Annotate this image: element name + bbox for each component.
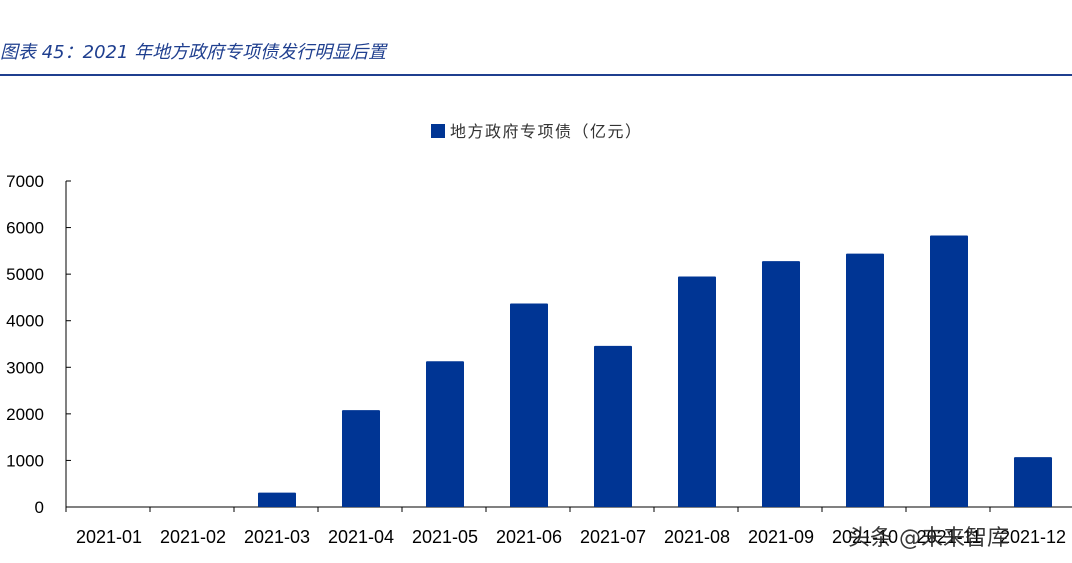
x-tick-label: 2021-10: [832, 527, 898, 547]
x-tick-label: 2021-07: [580, 527, 646, 547]
bar: [510, 303, 548, 507]
bar: [846, 253, 884, 507]
figure-title: 图表 45：2021 年地方政府专项债发行明显后置: [0, 42, 387, 63]
y-tick-label: 3000: [6, 358, 44, 377]
legend-label: 地方政府专项债（亿元）: [450, 122, 643, 141]
watermark: 头条 @未来智库: [848, 526, 1009, 551]
x-tick-label: 2021-06: [496, 527, 562, 547]
x-tick-label: 2021-01: [76, 527, 142, 547]
y-tick-label: 1000: [6, 451, 44, 470]
x-tick-label: 2021-05: [412, 527, 478, 547]
x-tick-label: 2021-08: [664, 527, 730, 547]
bar: [426, 361, 464, 507]
legend-swatch: [431, 124, 445, 138]
x-tick-label: 2021-09: [748, 527, 814, 547]
x-tick-label: 2021-03: [244, 527, 310, 547]
bar: [762, 261, 800, 507]
bar: [258, 492, 296, 507]
x-tick-label: 2021-02: [160, 527, 226, 547]
bar: [342, 410, 380, 507]
title-rule: [0, 74, 1072, 76]
x-tick-label: 2021-11: [917, 527, 982, 547]
y-tick-label: 0: [35, 498, 44, 517]
y-tick-label: 5000: [6, 265, 44, 284]
y-tick-label: 6000: [6, 219, 44, 238]
bar: [678, 276, 716, 507]
x-tick-label: 2021-04: [328, 527, 394, 547]
y-tick-label: 2000: [6, 405, 44, 424]
bar: [930, 235, 968, 507]
x-tick-label: 2021-12: [1000, 527, 1066, 547]
bar: [1014, 457, 1052, 507]
bar: [594, 345, 632, 507]
y-tick-label: 4000: [6, 312, 44, 331]
y-tick-label: 7000: [6, 172, 44, 191]
